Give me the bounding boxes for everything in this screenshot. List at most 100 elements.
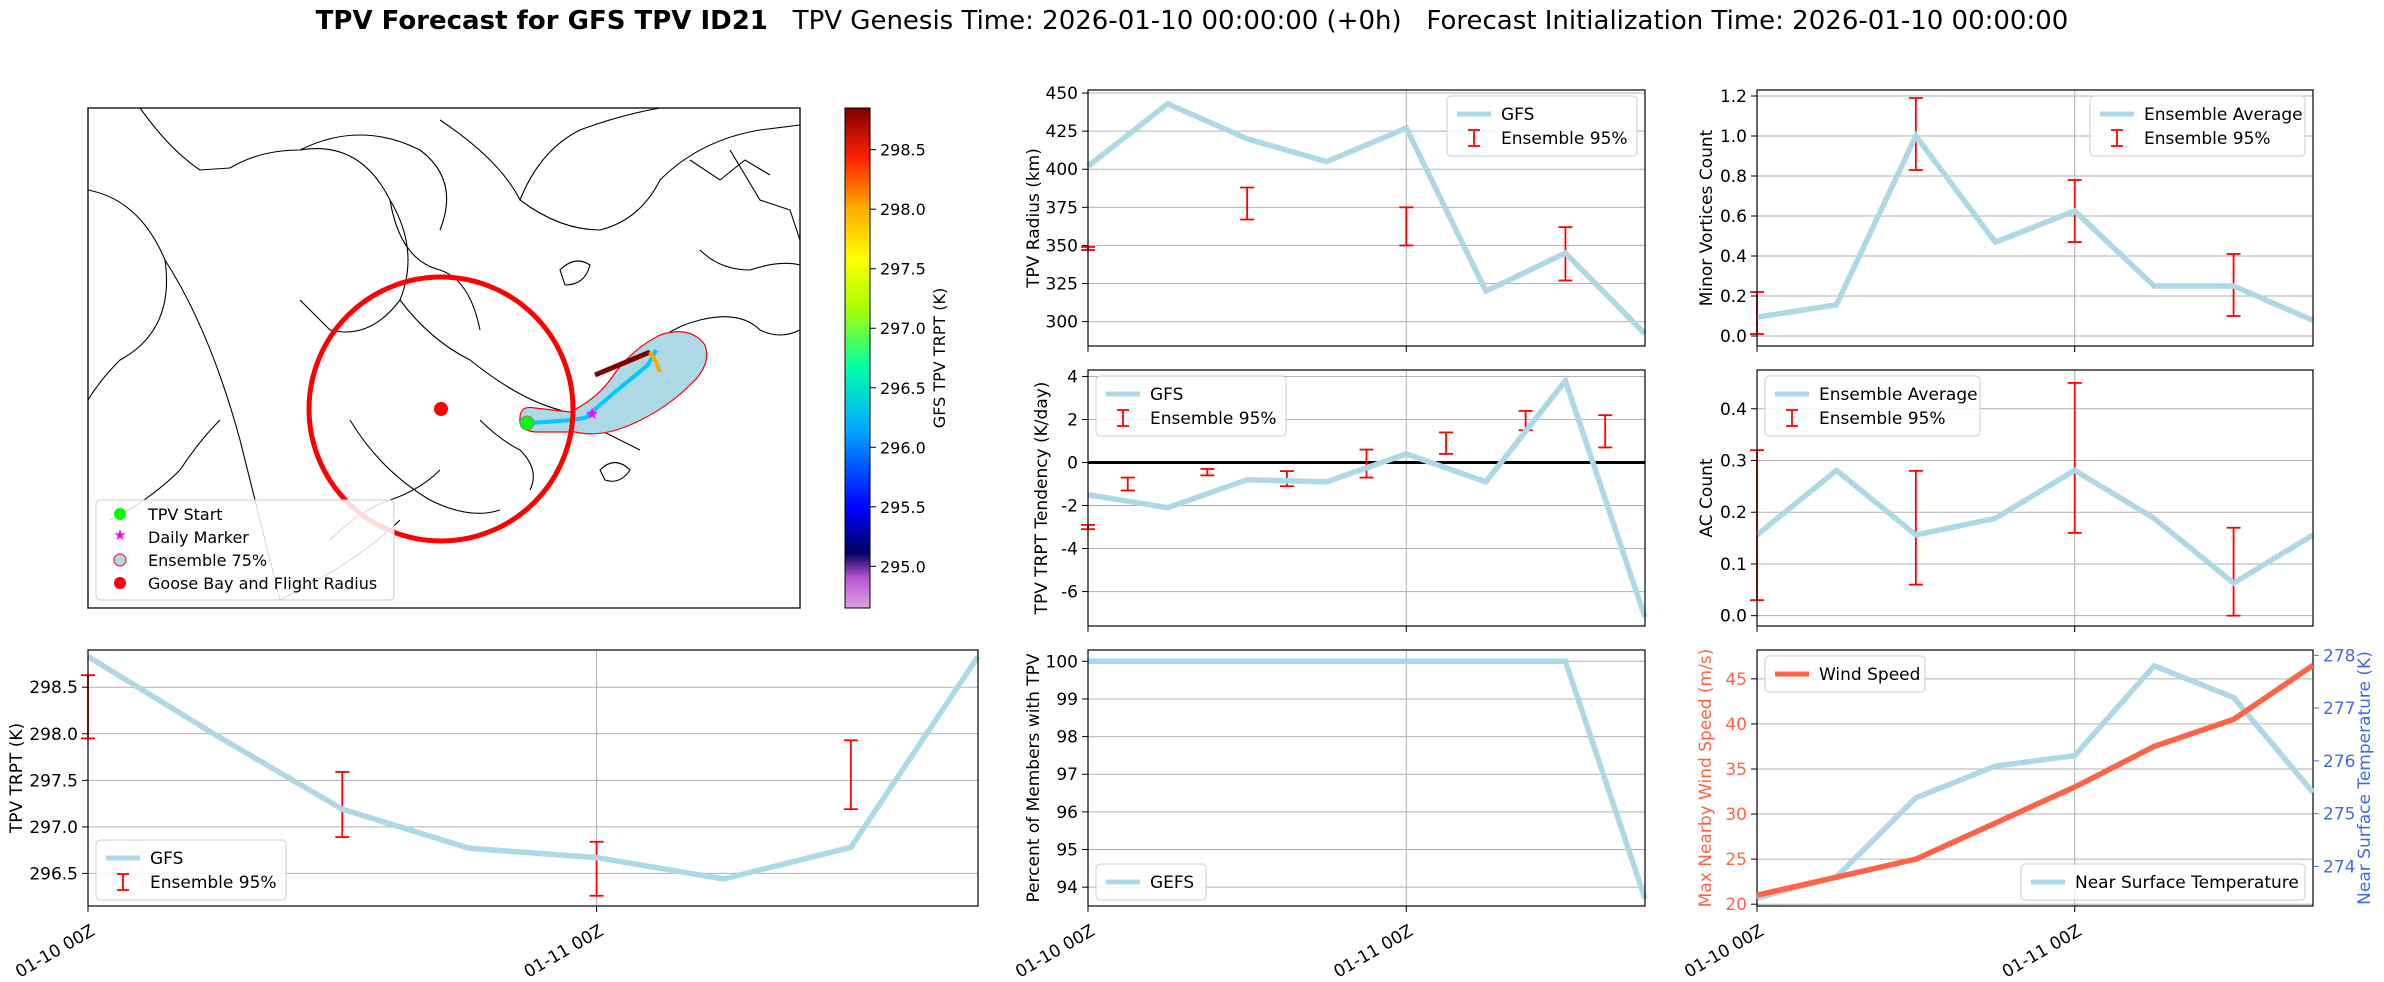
axes-frame (1087, 369, 1646, 627)
map-legend-start: TPV Start (147, 505, 223, 524)
svg-text:★: ★ (113, 526, 126, 544)
y-axis-label: TPV TRPT (K) (7, 723, 27, 834)
legend-label: Ensemble 95% (2144, 129, 2271, 149)
y-tick-label: 30 (1725, 805, 1747, 825)
axes-frame (87, 649, 979, 907)
tpv-track (526, 349, 658, 425)
colorbar-tick-label: 295.0 (880, 557, 926, 576)
right-y-tick-label: 275 (2323, 805, 2355, 825)
y-tick-label: 95 (1056, 841, 1078, 861)
series-line (1088, 658, 1648, 900)
y-tick-label: 94 (1056, 878, 1078, 898)
map-legend-daily: Daily Marker (148, 528, 249, 547)
y-tick-label: -4 (1061, 540, 1078, 560)
x-tick-label: 01-11 00Z (521, 921, 607, 982)
goose-bay-marker (434, 402, 448, 416)
tpv-track-warm (594, 349, 651, 378)
y-tick-label: 45 (1725, 670, 1747, 690)
axes-frame (1087, 649, 1646, 907)
series-line (1086, 100, 1647, 336)
legend-label: GEFS (1150, 873, 1194, 893)
daily-marker: ★ (585, 404, 599, 423)
legend-label: Ensemble 95% (1501, 129, 1628, 149)
y-tick-label: 0.1 (1720, 555, 1747, 575)
title-rest: TPV Genesis Time: 2026-01-10 00:00:00 (+… (767, 6, 2069, 36)
legend-box (2020, 863, 2306, 901)
y-tick-label: 35 (1725, 760, 1747, 780)
legend-box (1764, 375, 1981, 437)
y-tick-label: 325 (1046, 275, 1078, 295)
y-tick-label: 0 (1067, 454, 1078, 474)
title-bold: TPV Forecast for GFS TPV ID21 (315, 6, 768, 36)
axes-frame (1087, 89, 1646, 347)
colorbar-tick-label: 295.5 (880, 498, 926, 517)
legend-label: Wind Speed (1819, 665, 1920, 685)
radius-panel: 300 325 350 375 400 425 450 TPV Radius (km) GFS E… (1024, 84, 1647, 352)
colorbar-tick-label: 298.5 (880, 141, 926, 160)
y-tick-label: 297.5 (29, 771, 78, 791)
tpv-start-marker (519, 415, 535, 431)
wind-panel: 20 25 30 35 40 45 01-10 00Z 01-11 00Z 274 275 276 2… (1681, 646, 2375, 982)
y-axis-label: TPV Radius (km) (1024, 148, 1044, 289)
legend-label: GFS (1501, 105, 1534, 125)
right-y-tick-label: 274 (2323, 857, 2355, 877)
y-tick-label: -2 (1061, 497, 1078, 517)
y-tick-label: 0.6 (1720, 207, 1747, 227)
legend-label: GFS (150, 849, 183, 869)
y-tick-label: 4 (1067, 367, 1078, 387)
figure-title: TPV Forecast for GFS TPV ID21 TPV Genesi… (0, 6, 2384, 36)
right-y-tick-label: 277 (2323, 699, 2355, 719)
y-tick-label: 96 (1056, 803, 1078, 823)
y-tick-label: 0.0 (1720, 607, 1747, 627)
legend-label: Near Surface Temperature (2075, 873, 2299, 893)
ensemble-75-region (519, 331, 708, 435)
y-tick-label: 450 (1046, 84, 1078, 104)
trpt-panel: 296.5 297.0 297.5 298.0 298.5 01-10 00Z 01-11 … (7, 649, 981, 982)
temperature-line (1756, 662, 2316, 901)
y-tick-label: 97 (1056, 765, 1078, 785)
x-tick-label: 01-11 00Z (1330, 921, 1416, 982)
legend-box (1095, 863, 1207, 901)
y-tick-label: 20 (1725, 895, 1747, 915)
y-tick-label: 2 (1067, 410, 1078, 430)
y-axis-label: Percent of Members with TPV (1024, 653, 1044, 902)
y-tick-label: 100 (1046, 652, 1078, 672)
map-legend: TPV Start ★ Daily Marker Ensemble 75% Go… (95, 499, 395, 601)
y-tick-label: 298.0 (29, 725, 78, 745)
ac-panel: 0.0 0.1 0.2 0.3 0.4 AC Count Ensemble Average E… (1697, 369, 2315, 632)
series-line (86, 654, 981, 882)
x-tick-label: 01-10 00Z (1012, 921, 1098, 982)
colorbar: 298.5 298.0 297.5 297.0 296.5 296.0 295.5 295.0… (844, 107, 949, 609)
axes-frame (1756, 649, 2314, 907)
colorbar-tick-label: 298.0 (880, 200, 926, 219)
legend-label: Ensemble 95% (1150, 409, 1277, 429)
y-tick-label: -6 (1061, 583, 1078, 603)
y-tick-label: 99 (1056, 690, 1078, 710)
y-tick-label: 425 (1046, 122, 1078, 142)
y-tick-label: 0.4 (1720, 400, 1747, 420)
y-tick-label: 350 (1046, 236, 1078, 256)
y-tick-label: 98 (1056, 728, 1078, 748)
y-tick-label: 0.2 (1720, 287, 1747, 307)
series-line (1756, 130, 2315, 323)
x-tick-label: 01-10 00Z (1681, 921, 1767, 982)
map-legend-goosebay: Goose Bay and Flight Radius (148, 574, 377, 593)
legend-label: Ensemble Average (2144, 105, 2303, 125)
legend-label: GFS (1150, 385, 1183, 405)
right-y-tick-label: 278 (2323, 646, 2355, 666)
series-line (1087, 375, 1648, 619)
legend-box (1764, 655, 1926, 693)
y-tick-label: 0.8 (1720, 167, 1747, 187)
y-axis-label: TPV TRPT Tendency (K/day) (1032, 382, 1052, 616)
y-tick-label: 40 (1725, 715, 1747, 735)
x-tick-label: 01-10 00Z (12, 921, 98, 982)
y-tick-label: 298.5 (29, 678, 78, 698)
colorbar-tick-label: 297.5 (880, 260, 926, 279)
wind-speed-line (1756, 663, 2315, 898)
y-tick-label: 300 (1046, 313, 1078, 333)
legend-label: Ensemble Average (1819, 385, 1978, 405)
legend-label: Ensemble 95% (1819, 409, 1946, 429)
legend-box (2089, 95, 2306, 157)
map-frame (87, 107, 801, 609)
flight-radius-circle (306, 274, 576, 544)
